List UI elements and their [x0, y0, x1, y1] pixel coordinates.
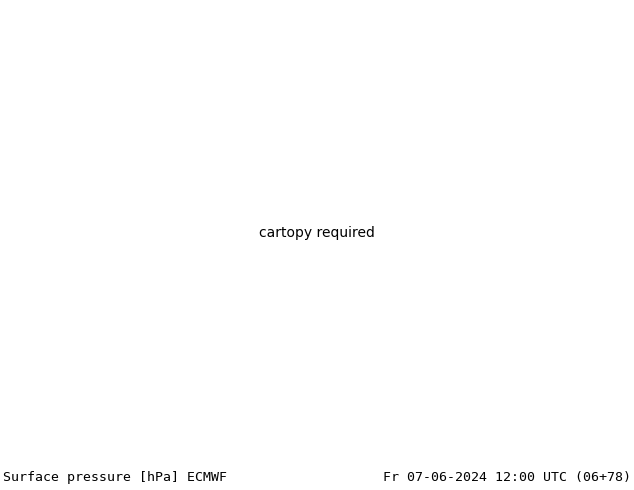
Text: Surface pressure [hPa] ECMWF: Surface pressure [hPa] ECMWF [3, 470, 227, 484]
Text: Fr 07-06-2024 12:00 UTC (06+78): Fr 07-06-2024 12:00 UTC (06+78) [383, 470, 631, 484]
Text: cartopy required: cartopy required [259, 226, 375, 240]
